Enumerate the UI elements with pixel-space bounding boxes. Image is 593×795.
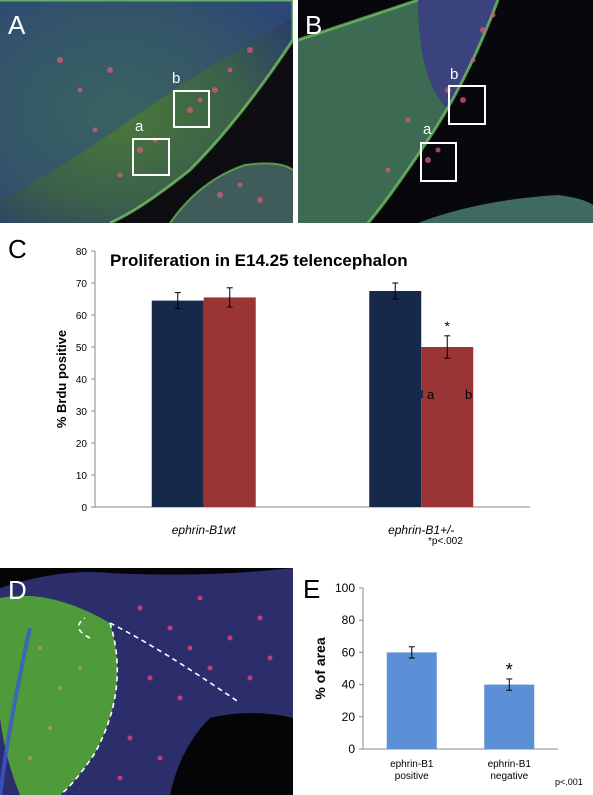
- region-label-b-a: a: [423, 121, 432, 138]
- micrograph-d-image: [0, 568, 293, 795]
- y-tick-label: 80: [76, 247, 88, 258]
- y-axis-label: % of area: [312, 637, 328, 699]
- x-category-label: ephrin-B1+/-: [388, 523, 454, 537]
- legend-swatch-a: [415, 390, 423, 398]
- x-category-label: positive: [395, 771, 429, 782]
- y-tick-label: 40: [342, 678, 356, 692]
- region-label-b-b: b: [450, 66, 459, 83]
- micrograph-b-image: [298, 0, 593, 223]
- micrograph-b: [298, 0, 593, 223]
- legend-label-a: a: [427, 387, 435, 402]
- y-tick-label: 40: [76, 375, 88, 386]
- micrograph-a-image: [0, 0, 293, 223]
- panel-letter-d: D: [8, 575, 27, 605]
- bar-b-1: [421, 347, 474, 507]
- x-category-label: negative: [490, 771, 528, 782]
- footnote: *p<.002: [428, 536, 463, 547]
- y-tick-label: 60: [76, 311, 88, 322]
- region-box-b-a: [420, 142, 457, 182]
- y-tick-label: 10: [76, 471, 88, 482]
- panel-letter-c: C: [8, 234, 27, 264]
- bar-0: [386, 652, 437, 749]
- region-label-b: b: [172, 70, 181, 87]
- y-tick-label: 70: [76, 279, 88, 290]
- bar-a-1: [369, 291, 422, 507]
- footnote: p<.001: [555, 777, 583, 787]
- significance-marker: *: [506, 660, 513, 680]
- micrograph-a: [0, 0, 293, 223]
- panel-letter-e: E: [303, 574, 321, 604]
- bar-a-0: [151, 300, 204, 507]
- region-box-b: [173, 90, 210, 128]
- y-tick-label: 0: [348, 742, 355, 756]
- micrograph-d: [0, 568, 293, 795]
- y-tick-label: 0: [81, 503, 87, 514]
- significance-marker: *: [445, 318, 451, 334]
- region-box-b-b: [448, 85, 486, 125]
- legend-swatch-b: [453, 390, 461, 398]
- panel-letter-a: A: [8, 10, 26, 40]
- panel-letter-b: B: [305, 10, 323, 40]
- y-axis-label: % Brdu positive: [54, 330, 69, 428]
- region-box-a: [132, 138, 170, 176]
- region-label-a: a: [135, 118, 144, 135]
- x-category-label: ephrin-B1: [488, 759, 532, 770]
- y-tick-label: 80: [342, 613, 356, 627]
- x-category-label: ephrin-B1: [390, 759, 434, 770]
- chart-title: Proliferation in E14.25 telencephalon: [110, 251, 408, 270]
- y-tick-label: 20: [342, 710, 356, 724]
- y-tick-label: 100: [335, 581, 355, 595]
- y-tick-label: 30: [76, 407, 88, 418]
- bar-1: [484, 684, 535, 749]
- legend-label-b: b: [465, 387, 472, 402]
- x-category-label: ephrin-B1wt: [172, 523, 237, 537]
- y-tick-label: 20: [76, 439, 88, 450]
- y-tick-label: 60: [342, 645, 356, 659]
- y-tick-label: 50: [76, 343, 88, 354]
- bar-b-0: [203, 297, 256, 507]
- chart-c: 0 10 20 30 40 50 60 70 80 Proliferation in E14.25…: [54, 247, 530, 547]
